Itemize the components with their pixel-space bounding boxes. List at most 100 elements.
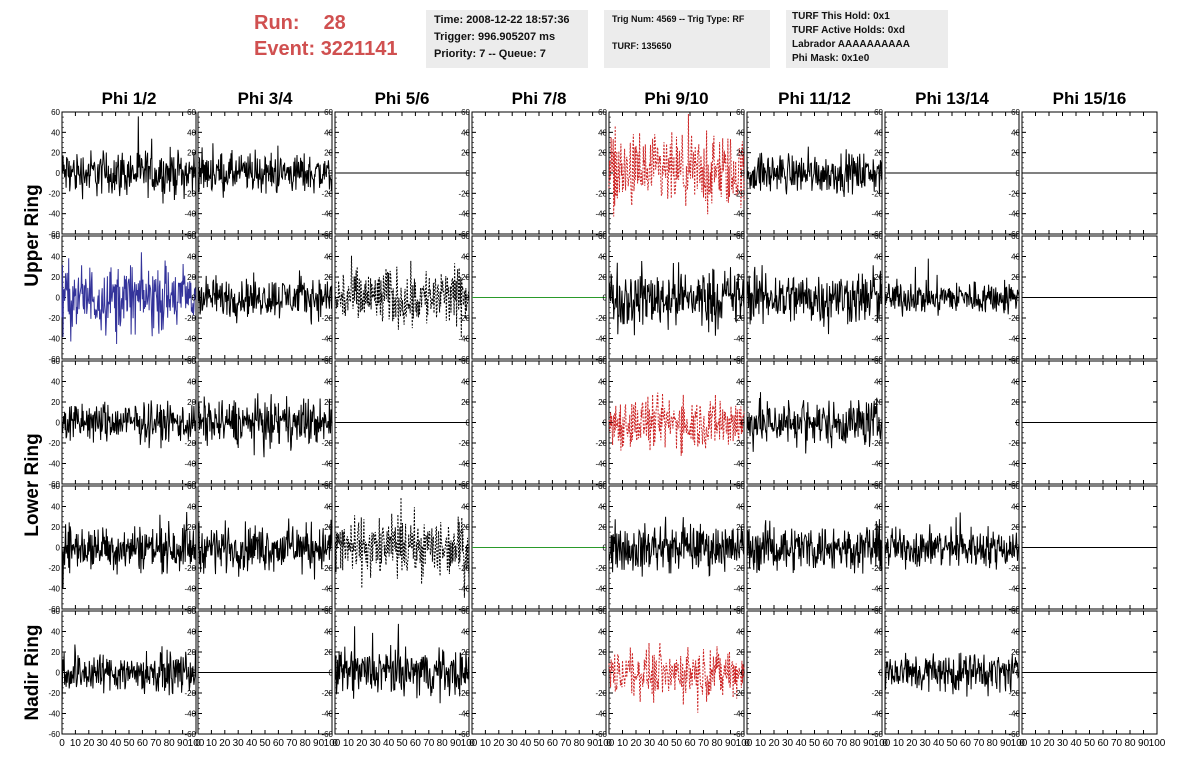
y-tick-label: -60 [48, 730, 60, 739]
y-tick-label: -40 [184, 210, 196, 219]
x-tick-label: 100 [1149, 738, 1166, 749]
y-tick-label: -20 [871, 189, 883, 198]
x-tick-label: 40 [383, 738, 395, 749]
y-tick-label: 60 [874, 357, 883, 366]
y-tick-label: -20 [184, 689, 196, 698]
y-tick-label: -20 [595, 314, 607, 323]
x-tick-label: 60 [1097, 738, 1109, 749]
y-tick-label: 60 [324, 108, 333, 117]
run-value: 28 [323, 12, 346, 34]
turf-line: TURF: 135650 [612, 41, 672, 51]
column-title: Phi 5/6 [375, 89, 430, 108]
y-tick-label: -40 [595, 585, 607, 594]
y-tick-label: 20 [874, 648, 883, 657]
y-tick-label: 20 [874, 273, 883, 282]
waveform-trace [608, 260, 745, 336]
time-info-box: Time: 2008-12-22 18:57:36 Trigger: 996.9… [426, 10, 588, 68]
y-tick-label: -20 [458, 189, 470, 198]
y-tick-label: 60 [187, 232, 196, 241]
x-tick-label: 30 [233, 738, 245, 749]
y-tick-label: -20 [871, 439, 883, 448]
waveform-panel: -60 -40 -20 0 20 40 60 [871, 482, 1020, 614]
waveform-trace [884, 512, 1020, 570]
y-tick-label: -60 [1008, 355, 1020, 364]
x-tick-label: 40 [657, 738, 669, 749]
y-tick-label: 40 [51, 128, 60, 137]
x-tick-label: 20 [83, 738, 95, 749]
y-tick-label: 0 [741, 419, 746, 428]
waveform-trace [334, 497, 470, 598]
y-tick-label: -40 [595, 460, 607, 469]
y-tick-label: 20 [598, 648, 607, 657]
y-tick-label: 20 [324, 648, 333, 657]
waveform-trace [334, 255, 470, 338]
y-tick-label: 0 [329, 544, 334, 553]
x-tick-label: 90 [450, 738, 462, 749]
y-tick-label: 0 [741, 294, 746, 303]
y-tick-label: -40 [595, 210, 607, 219]
y-tick-label: 40 [598, 253, 607, 262]
y-tick-label: -60 [184, 605, 196, 614]
waveform-trace [197, 518, 333, 580]
x-tick-label: 100 [324, 738, 341, 749]
y-tick-label: 60 [461, 108, 470, 117]
y-tick-label: -60 [871, 605, 883, 614]
waveform-panel: -60 -40 -20 0 20 40 60 [321, 232, 470, 364]
y-tick-label: 60 [598, 482, 607, 491]
waveform-panel: -60 -40 -20 0 20 40 60 [48, 108, 197, 239]
y-tick-label: -20 [595, 689, 607, 698]
y-tick-label: -60 [321, 730, 333, 739]
x-tick-label: 0 [332, 738, 338, 749]
y-tick-label: -60 [733, 730, 745, 739]
y-tick-label: 60 [187, 607, 196, 616]
y-tick-label: -60 [321, 355, 333, 364]
event-value: 3221141 [320, 38, 398, 60]
y-tick-label: -20 [1008, 564, 1020, 573]
waveform-trace [884, 258, 1020, 317]
y-tick-label: -60 [48, 230, 60, 239]
y-tick-label: -20 [48, 564, 60, 573]
y-tick-label: -60 [48, 355, 60, 364]
y-tick-label: 60 [1011, 108, 1020, 117]
x-tick-label: 90 [587, 738, 599, 749]
y-tick-label: -20 [48, 689, 60, 698]
priority-line: Priority: 7 -- Queue: 7 [434, 48, 546, 60]
waveform-panel: -60 -40 -20 0 20 40 60 [458, 482, 607, 614]
x-tick-label: 20 [768, 738, 780, 749]
y-tick-label: 0 [466, 669, 471, 678]
y-tick-label: -60 [595, 230, 607, 239]
x-tick-label: 50 [671, 738, 683, 749]
x-tick-label: 50 [946, 738, 958, 749]
y-tick-label: 0 [56, 544, 61, 553]
column-title: Phi 13/14 [915, 89, 989, 108]
labrador-line: Labrador AAAAAAAAAA [792, 39, 910, 50]
y-tick-label: 0 [879, 669, 884, 678]
waveform-panel: -60 -40 -20 0 20 40 60 [321, 108, 470, 239]
waveform-panel: -60 -40 -20 0 20 40 60 [595, 232, 745, 364]
x-tick-label: 30 [1057, 738, 1069, 749]
x-tick-label: 10 [343, 738, 355, 749]
y-tick-label: 0 [192, 169, 197, 178]
x-tick-label: 40 [110, 738, 122, 749]
y-tick-label: 0 [56, 419, 61, 428]
y-tick-label: -60 [595, 730, 607, 739]
panel-frame [334, 235, 470, 360]
y-tick-label: 0 [879, 169, 884, 178]
y-tick-label: -60 [733, 480, 745, 489]
y-tick-label: 0 [603, 419, 608, 428]
y-tick-label: 60 [736, 232, 745, 241]
y-tick-label: -40 [733, 460, 745, 469]
y-tick-label: 20 [187, 149, 196, 158]
y-tick-label: 0 [329, 669, 334, 678]
y-tick-label: -60 [595, 355, 607, 364]
y-tick-label: 40 [461, 253, 470, 262]
x-tick-label: 20 [1043, 738, 1055, 749]
x-tick-label: 50 [123, 738, 135, 749]
y-tick-label: -60 [184, 230, 196, 239]
waveform-panel: -60 -40 -20 0 20 40 60 [184, 108, 333, 239]
y-tick-label: -20 [321, 564, 333, 573]
y-tick-label: -40 [733, 585, 745, 594]
y-tick-label: 60 [598, 357, 607, 366]
x-tick-label: 30 [507, 738, 519, 749]
